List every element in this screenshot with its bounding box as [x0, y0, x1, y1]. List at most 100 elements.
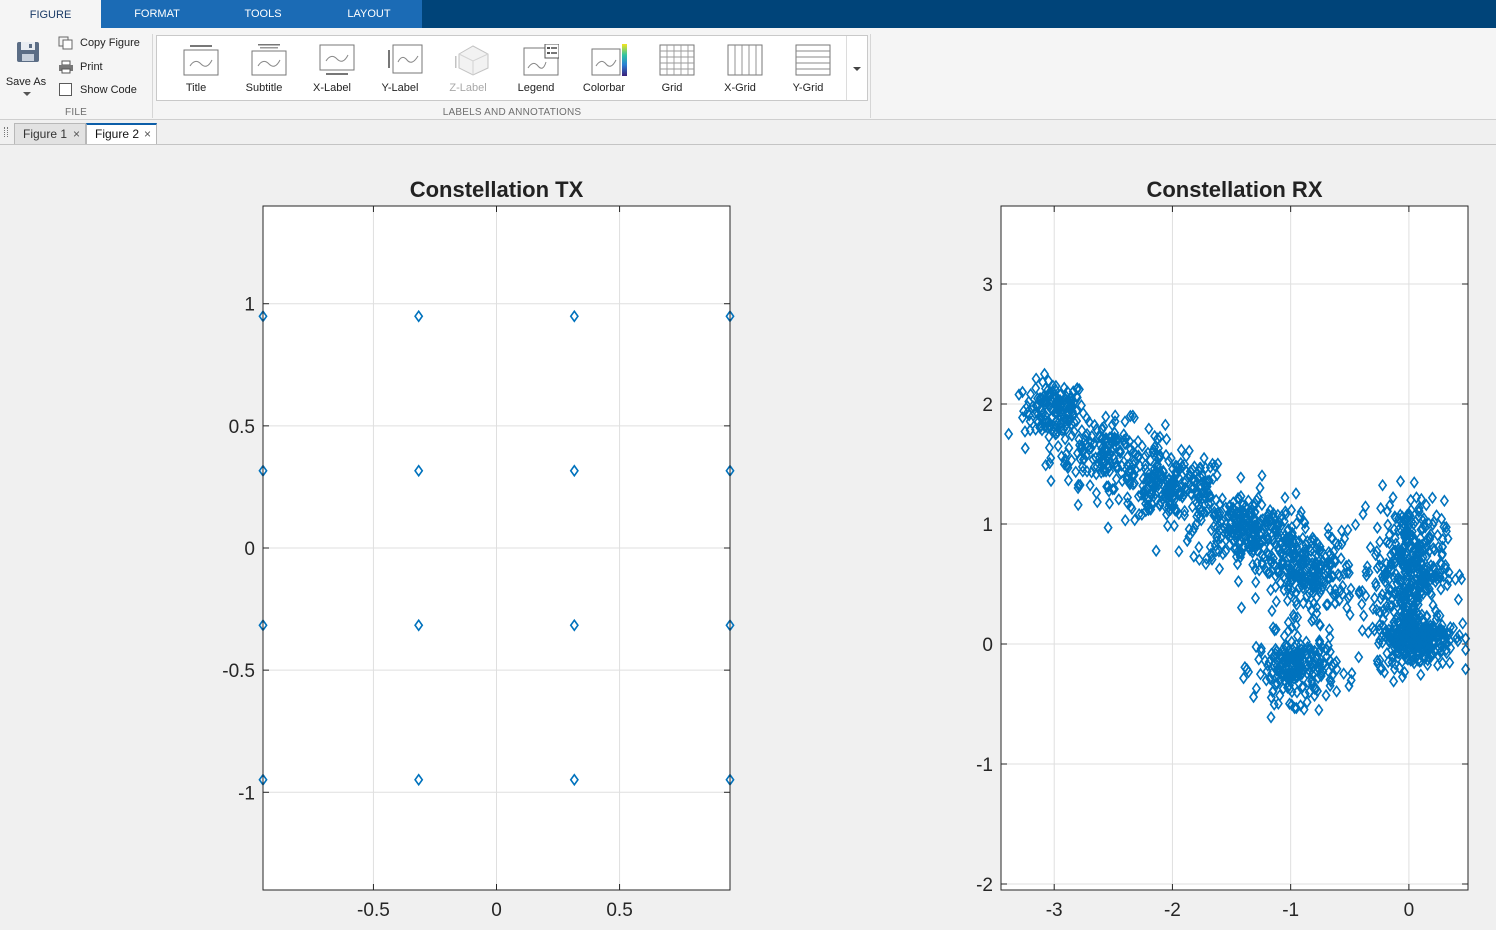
- data-point: [1046, 388, 1056, 402]
- ribbon-tab-bar: FIGURE FORMAT TOOLS LAYOUT: [0, 0, 1496, 28]
- subtitle-button[interactable]: Subtitle: [230, 36, 298, 100]
- tab-figure-2[interactable]: Figure 2 ×: [86, 123, 157, 144]
- data-point: [1194, 503, 1205, 516]
- data-point: [1400, 629, 1410, 643]
- y-grid-button[interactable]: Y-Grid: [774, 36, 842, 100]
- close-icon[interactable]: ×: [143, 127, 151, 141]
- data-point: [1405, 540, 1415, 554]
- z-label-button[interactable]: Z-Label: [434, 36, 502, 100]
- x-tick-label: -0.5: [357, 900, 390, 921]
- data-point: [1418, 514, 1428, 527]
- printer-icon: [59, 60, 73, 74]
- data-point: [1381, 600, 1392, 613]
- data-point: [1206, 496, 1216, 510]
- data-point: [1268, 552, 1278, 565]
- close-icon[interactable]: ×: [72, 127, 80, 141]
- data-point: [1301, 571, 1311, 585]
- legend-button[interactable]: Legend: [502, 36, 570, 100]
- data-point: [1292, 670, 1302, 684]
- data-point: [1427, 491, 1438, 505]
- checkbox-box[interactable]: [59, 83, 72, 96]
- save-as-button[interactable]: Save As: [2, 34, 50, 100]
- data-point: [1233, 574, 1244, 588]
- data-point: [1164, 454, 1174, 468]
- data-point: [1215, 515, 1226, 529]
- data-point: [1257, 549, 1268, 563]
- grid-button[interactable]: Grid: [638, 36, 706, 100]
- data-point: [1413, 615, 1423, 628]
- data-point: [1098, 463, 1108, 477]
- data-point: [1331, 655, 1342, 668]
- data-point: [1050, 383, 1061, 397]
- data-point: [1087, 429, 1097, 443]
- data-point: [1311, 555, 1321, 569]
- data-point: [1089, 460, 1099, 474]
- data-point: [1272, 677, 1282, 691]
- data-point: [1103, 521, 1113, 535]
- data-point: [1257, 498, 1267, 512]
- tab-tools[interactable]: TOOLS: [244, 8, 282, 20]
- title-button[interactable]: Title: [162, 36, 230, 100]
- data-points: [1004, 367, 1471, 724]
- tab-format[interactable]: FORMAT: [134, 8, 180, 20]
- save-as-icon: [17, 42, 39, 62]
- data-point: [1102, 445, 1112, 459]
- data-point: [1441, 524, 1451, 538]
- tab-layout[interactable]: LAYOUT: [347, 8, 391, 20]
- data-point: [414, 773, 424, 787]
- data-point: [1422, 609, 1432, 623]
- data-point: [1411, 642, 1421, 656]
- data-point: [1256, 642, 1266, 655]
- data-point: [1398, 618, 1408, 632]
- gallery-expand-button[interactable]: [846, 36, 866, 100]
- data-point: [1386, 643, 1397, 657]
- data-point: [1390, 531, 1400, 545]
- x-grid-button[interactable]: X-Grid: [706, 36, 774, 100]
- data-point: [1346, 673, 1356, 687]
- tab-figure[interactable]: FIGURE: [0, 0, 101, 28]
- x-label-button[interactable]: X-Label: [298, 36, 366, 100]
- data-point: [1405, 623, 1415, 637]
- data-point: [1302, 554, 1312, 568]
- data-point: [1425, 619, 1435, 632]
- data-point: [1110, 415, 1120, 428]
- axes-constellation-tx[interactable]: -0.5 0 0.5 -1 -0.5 0 0.5 1 Constellation TX: [222, 177, 735, 921]
- data-point: [1263, 566, 1273, 580]
- drag-handle[interactable]: [4, 127, 8, 137]
- data-point: [1040, 408, 1050, 422]
- data-point: [1201, 557, 1211, 571]
- y-label-button[interactable]: Y-Label: [366, 36, 434, 100]
- axes-constellation-rx[interactable]: -3 -2 -1 0 -2 -1 0 1 2 3 Constellation RX: [976, 177, 1471, 921]
- y-grid-icon: [795, 44, 831, 76]
- data-point: [1301, 538, 1311, 552]
- print-button[interactable]: Print: [58, 60, 103, 74]
- data-point: [1339, 532, 1350, 546]
- data-point: [1194, 540, 1204, 554]
- data-point: [1419, 562, 1429, 576]
- copy-figure-button[interactable]: Copy Figure: [58, 36, 140, 50]
- show-code-checkbox[interactable]: Show Code: [58, 83, 137, 96]
- data-point: [1401, 562, 1411, 575]
- data-point: [1079, 452, 1089, 466]
- document-tab-strip: Figure 1 × Figure 2 ×: [0, 121, 1496, 145]
- data-point: [1318, 575, 1329, 588]
- data-point: [1264, 655, 1274, 669]
- data-point: [1339, 567, 1349, 581]
- x-tick-label: 0.5: [606, 900, 632, 921]
- data-point: [1329, 657, 1340, 671]
- data-point: [1136, 488, 1146, 502]
- data-point: [1343, 523, 1353, 537]
- data-point: [1077, 424, 1087, 437]
- colorbar-button[interactable]: Colorbar: [570, 36, 638, 100]
- tab-figure-1[interactable]: Figure 1 ×: [14, 123, 86, 144]
- data-point: [1282, 544, 1292, 558]
- data-point: [1063, 461, 1073, 475]
- data-point: [1169, 519, 1179, 533]
- data-point: [1429, 543, 1440, 557]
- data-point: [1116, 445, 1126, 459]
- data-point: [1182, 534, 1192, 548]
- data-point: [569, 618, 579, 632]
- data-point: [1418, 651, 1428, 665]
- data-point: [1139, 490, 1150, 504]
- data-point: [1414, 510, 1424, 524]
